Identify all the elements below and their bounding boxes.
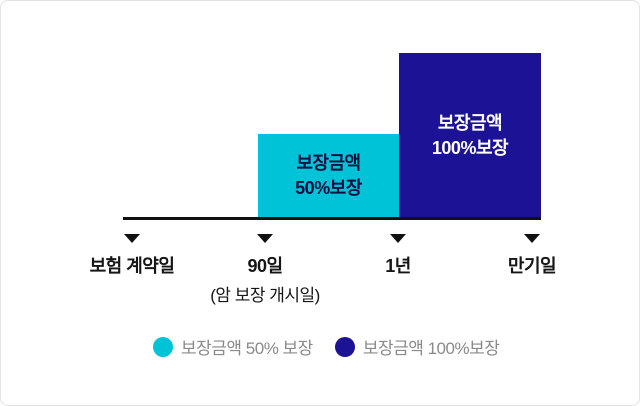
legend-item-100: 보장금액 100%보장 [334,334,500,359]
legend-color-dot-100 [334,336,355,357]
marker-label-maturity: 만기일 [507,256,557,276]
marker-triangle-icon [124,234,140,243]
bar-coverage-50-label-line1: 보장금액 [296,153,361,173]
marker-label-90days: 90일 [247,256,283,276]
legend-label-100: 보장금액 100%보장 [362,339,500,358]
legend-label-50: 보장금액 50% 보장 [181,339,313,358]
legend-color-dot-50 [153,336,173,357]
marker-triangle-icon [257,234,273,243]
timeline-axis [123,217,541,220]
bar-coverage-100-label-line1: 보장금액 [437,112,503,133]
legend-item-50: 보장금액 50% 보장 [153,334,313,359]
bar-coverage-50-label-line2: 50%보장 [295,178,362,198]
marker-triangle-icon [524,234,540,243]
marker-triangle-icon [390,234,406,243]
marker-label-1year: 1년 [385,256,411,276]
legend: 보장금액 50% 보장 보장금액 100%보장 [153,334,500,359]
marker-note-cancer-coverage-start: (암 보장 개시일) [210,286,320,305]
bar-coverage-50: 보장금액 50%보장 [258,134,399,218]
bar-coverage-100: 보장금액 100%보장 [399,53,541,218]
bar-coverage-100-label-line2: 100%보장 [431,137,509,158]
marker-label-contract-date: 보험 계약일 [89,256,175,276]
